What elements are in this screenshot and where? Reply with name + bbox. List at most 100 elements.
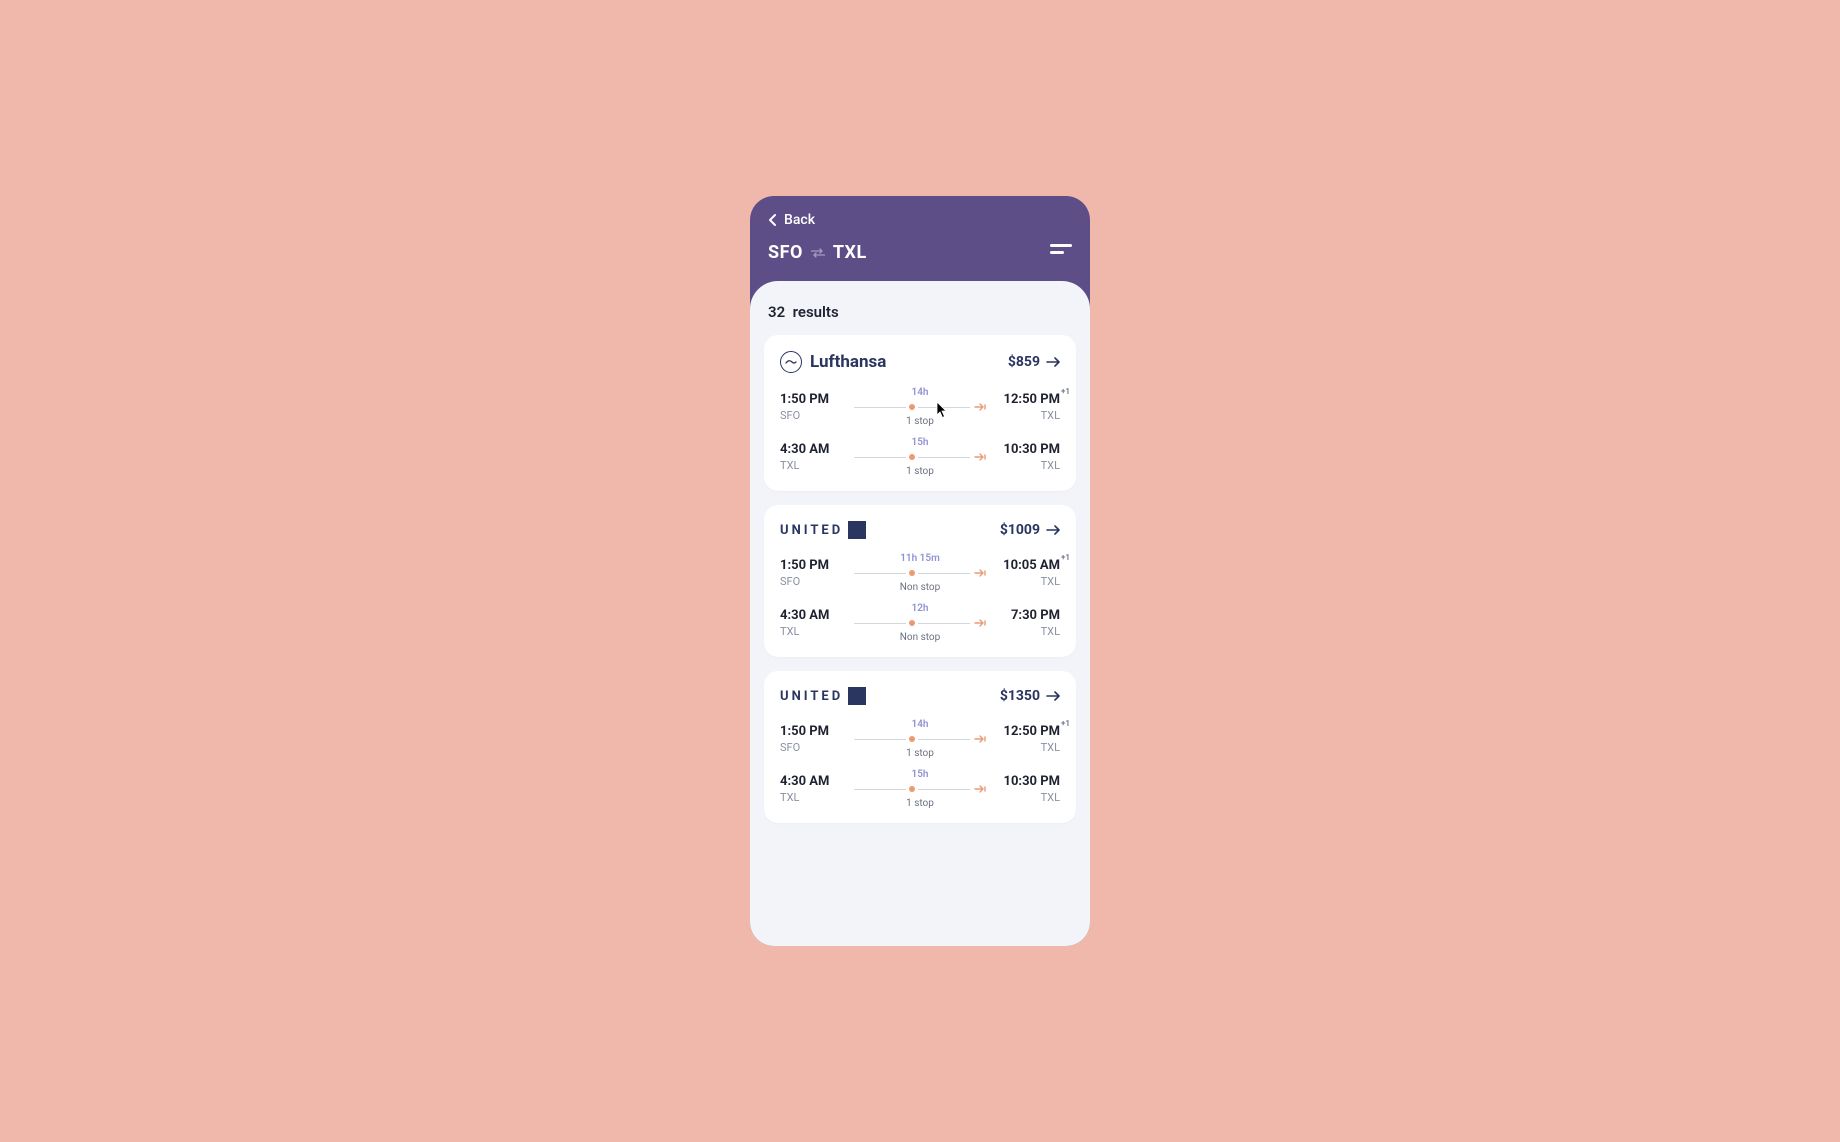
plane-icon	[974, 567, 986, 579]
departure-col: 4:30 AM TXL	[780, 608, 844, 638]
flight-leg: 1:50 PM SFO 14h 1 stop 12:50 PM+1 TXL	[780, 387, 1060, 427]
plane-icon	[974, 733, 986, 745]
back-label: Back	[784, 212, 815, 228]
leg-stops: 1 stop	[906, 748, 934, 759]
arrival-col: 12:50 PM+1 TXL	[996, 724, 1060, 754]
departure-col: 4:30 AM TXL	[780, 442, 844, 472]
price-button[interactable]: $1009	[1000, 522, 1060, 538]
plane-icon	[974, 401, 986, 413]
departure-code: TXL	[780, 625, 844, 638]
departure-code: SFO	[780, 409, 844, 422]
flight-leg: 4:30 AM TXL 12h Non stop 7:30 PM TXL	[780, 603, 1060, 643]
arrival-code: TXL	[1041, 741, 1060, 754]
departure-time: 4:30 AM	[780, 608, 844, 623]
price-value: $859	[1008, 354, 1040, 370]
leg-duration: 15h	[911, 437, 928, 448]
airline-name: UNITED	[780, 523, 843, 538]
leg-path: 11h 15m Non stop	[854, 553, 986, 593]
leg-stops: Non stop	[900, 632, 941, 643]
airline-name: UNITED	[780, 689, 843, 704]
leg-duration: 14h	[911, 719, 928, 730]
departure-col: 4:30 AM TXL	[780, 774, 844, 804]
chevron-left-icon	[768, 214, 778, 226]
stop-dot-icon	[909, 570, 915, 576]
filter-menu-button[interactable]	[1050, 243, 1072, 262]
leg-stops: 1 stop	[906, 798, 934, 809]
leg-stops: 1 stop	[906, 416, 934, 427]
airline-brand: Lufthansa	[780, 351, 886, 373]
departure-col: 1:50 PM SFO	[780, 724, 844, 754]
plane-icon	[974, 451, 986, 463]
flight-card[interactable]: UNITED $1350 1:50 PM SFO 14h 1 stop 12:5…	[764, 671, 1076, 823]
flight-card[interactable]: UNITED $1009 1:50 PM SFO 11h 15m Non sto…	[764, 505, 1076, 657]
stop-dot-icon	[909, 786, 915, 792]
plane-icon	[974, 783, 986, 795]
arrival-col: 7:30 PM TXL	[996, 608, 1060, 638]
arrival-code: TXL	[1041, 791, 1060, 804]
flight-card-header: UNITED $1350	[780, 687, 1060, 705]
route-display: SFO TXL	[768, 242, 867, 263]
leg-path: 12h Non stop	[854, 603, 986, 643]
flight-card-header: UNITED $1009	[780, 521, 1060, 539]
arrival-time: 10:30 PM	[1004, 442, 1061, 457]
leg-duration: 15h	[911, 769, 928, 780]
arrival-time: 10:05 AM+1	[1003, 558, 1060, 573]
departure-code: TXL	[780, 791, 844, 804]
airline-brand: UNITED	[780, 687, 866, 705]
results-panel: 32 results Lufthansa $859 1:50 PM SFO 14…	[750, 281, 1090, 946]
leg-path: 14h 1 stop	[854, 719, 986, 759]
arrow-right-icon	[1046, 357, 1060, 367]
departure-code: TXL	[780, 459, 844, 472]
arrival-time: 10:30 PM	[1004, 774, 1061, 789]
stop-dot-icon	[909, 404, 915, 410]
menu-icon	[1050, 244, 1072, 258]
results-count: 32	[768, 303, 785, 321]
results-count-label: 32 results	[768, 303, 1076, 321]
lufthansa-logo-icon	[780, 351, 802, 373]
flight-leg: 1:50 PM SFO 14h 1 stop 12:50 PM+1 TXL	[780, 719, 1060, 759]
leg-path: 15h 1 stop	[854, 769, 986, 809]
day-offset: +1	[1061, 719, 1070, 728]
stop-dot-icon	[909, 736, 915, 742]
price-button[interactable]: $1350	[1000, 688, 1060, 704]
stop-dot-icon	[909, 620, 915, 626]
flight-leg: 4:30 AM TXL 15h 1 stop 10:30 PM TXL	[780, 769, 1060, 809]
arrival-time: 12:50 PM+1	[1004, 392, 1061, 407]
flight-card[interactable]: Lufthansa $859 1:50 PM SFO 14h 1 stop 12…	[764, 335, 1076, 491]
arrival-code: TXL	[1041, 409, 1060, 422]
swap-icon	[811, 248, 825, 258]
origin-code: SFO	[768, 242, 803, 263]
departure-col: 1:50 PM SFO	[780, 558, 844, 588]
departure-time: 1:50 PM	[780, 392, 844, 407]
arrival-col: 10:05 AM+1 TXL	[996, 558, 1060, 588]
arrival-code: TXL	[1041, 625, 1060, 638]
price-button[interactable]: $859	[1008, 354, 1060, 370]
departure-time: 4:30 AM	[780, 442, 844, 457]
plane-icon	[974, 617, 986, 629]
leg-duration: 11h 15m	[900, 553, 940, 564]
arrival-time: 7:30 PM	[1011, 608, 1060, 623]
airline-name: Lufthansa	[810, 352, 886, 372]
departure-code: SFO	[780, 575, 844, 588]
back-button[interactable]: Back	[768, 212, 815, 228]
departure-time: 1:50 PM	[780, 724, 844, 739]
departure-col: 1:50 PM SFO	[780, 392, 844, 422]
phone-frame: Back SFO TXL 32	[750, 196, 1090, 946]
results-word: results	[793, 303, 839, 321]
leg-duration: 12h	[911, 603, 928, 614]
leg-duration: 14h	[911, 387, 928, 398]
departure-code: SFO	[780, 741, 844, 754]
day-offset: +1	[1061, 553, 1070, 562]
leg-path: 15h 1 stop	[854, 437, 986, 477]
stop-dot-icon	[909, 454, 915, 460]
flight-leg: 4:30 AM TXL 15h 1 stop 10:30 PM TXL	[780, 437, 1060, 477]
arrival-col: 10:30 PM TXL	[996, 442, 1060, 472]
flight-card-header: Lufthansa $859	[780, 351, 1060, 373]
price-value: $1009	[1000, 522, 1040, 538]
arrival-code: TXL	[1041, 575, 1060, 588]
leg-stops: Non stop	[900, 582, 941, 593]
app-header: Back SFO TXL	[750, 196, 1090, 281]
airline-brand: UNITED	[780, 521, 866, 539]
departure-time: 4:30 AM	[780, 774, 844, 789]
price-value: $1350	[1000, 688, 1040, 704]
